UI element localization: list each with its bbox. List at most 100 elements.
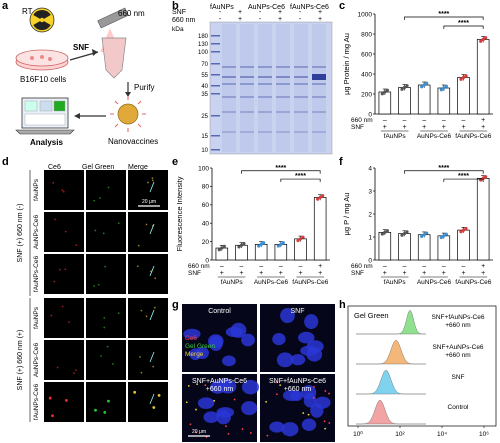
radiation-icon	[29, 7, 55, 33]
gel-band	[276, 96, 290, 98]
significance-label: ****	[275, 165, 286, 172]
gel-lane	[276, 24, 290, 152]
marker-band	[211, 63, 220, 65]
bar	[417, 234, 431, 261]
marker-band	[211, 51, 220, 53]
marker-label: 55	[201, 73, 208, 79]
snf-sign: +	[442, 270, 446, 277]
snf-sign: +	[318, 270, 322, 277]
laser-sign: –	[240, 263, 244, 270]
y-tick-label: 800	[361, 31, 372, 38]
arrow-icon	[69, 49, 99, 61]
scalebar-label: 20 μm	[192, 429, 206, 435]
micrograph-tile	[44, 170, 84, 210]
row-label: fAuNPs-Ce6	[33, 384, 40, 421]
significance-label: ****	[295, 173, 306, 180]
legend-entry: Ce6	[185, 335, 197, 342]
column-label-gel-green: Gel Green	[82, 164, 115, 171]
significance-bracket	[280, 178, 321, 183]
gel-band	[276, 66, 290, 68]
bar	[457, 77, 470, 115]
purify-label: Purify	[134, 83, 154, 92]
gel-band	[240, 66, 254, 68]
histogram-label: +660 nm	[445, 352, 470, 359]
micrograph-tile	[128, 212, 168, 252]
laser-sign: –	[279, 263, 283, 270]
row-660-label: 660 nm	[172, 17, 196, 24]
data-point	[279, 242, 283, 246]
gel-band	[312, 111, 326, 113]
marker-band	[211, 115, 220, 117]
y-axis-label: Fluorescence Intensity	[175, 176, 184, 251]
group-label: AuNPs-Ce6	[417, 279, 452, 286]
plot-title: Gel Green	[354, 311, 389, 320]
gel-band	[240, 76, 254, 78]
marker-label: 100	[198, 50, 209, 56]
micrograph-tile	[128, 254, 168, 294]
histogram-label: SNF	[452, 374, 465, 381]
data-point	[464, 74, 468, 78]
histogram-label: +660 nm	[445, 322, 470, 329]
block-label: SNF (+) 660 nm (-)	[17, 204, 24, 263]
data-point	[405, 84, 409, 88]
laser-sign: –	[462, 117, 466, 124]
snf-sign: +	[278, 9, 282, 16]
row-snf-label: SNF	[172, 9, 186, 16]
group-label: fAuNPs-Ce6	[292, 279, 329, 286]
gel-band	[276, 76, 290, 78]
gel-band	[312, 74, 326, 80]
significance-bracket	[241, 170, 321, 174]
chart-e: 0 20 40 60 80 100 Fluorescence Intensity **** **…	[175, 165, 330, 286]
gel-band	[240, 83, 254, 85]
gel-band	[312, 131, 326, 133]
snf-sign: +	[461, 124, 465, 131]
row-label: fAuNPs-Ce6	[33, 256, 40, 293]
laser-sign: –	[259, 263, 263, 270]
laser-sign: +	[481, 263, 485, 270]
data-point	[444, 84, 448, 88]
bar	[476, 39, 490, 115]
data-point	[459, 77, 463, 81]
gel-band	[276, 131, 290, 133]
significance-label: ****	[458, 20, 469, 27]
y-tick-label: 400	[361, 71, 372, 78]
nanovaccines-label: Nanovaccines	[108, 137, 158, 146]
y-tick-label: 0	[368, 257, 372, 264]
snf-label: SNF	[73, 43, 89, 52]
gel-band	[240, 111, 254, 113]
group-label: fAuNPs-Ce6	[455, 133, 492, 140]
laser-sign: -	[299, 16, 302, 23]
gel-band	[276, 83, 290, 85]
micrograph-tile	[86, 340, 126, 380]
data-point	[439, 88, 443, 92]
data-point	[442, 86, 446, 90]
gel-band	[294, 83, 308, 85]
gel-band	[258, 96, 272, 98]
cells-label: B16F10 cells	[20, 75, 66, 84]
snf-sign: +	[279, 270, 283, 277]
marker-band	[211, 35, 220, 37]
data-point	[459, 230, 463, 234]
data-point	[380, 232, 384, 236]
significance-bracket	[404, 170, 484, 174]
snf-sign: +	[481, 270, 485, 277]
y-axis-label: μg P / mg Au	[342, 193, 351, 236]
group-label: fAuNPs-Ce6	[455, 279, 492, 286]
laser-sign: –	[299, 263, 303, 270]
tile-label: SNF	[291, 308, 305, 315]
snf-sign: +	[318, 9, 322, 16]
row-label: fAuNPs	[33, 306, 40, 329]
gel-band	[222, 96, 236, 98]
data-point	[276, 244, 280, 248]
x-tick-label: 10⁴	[437, 431, 447, 438]
snf-sign: +	[259, 270, 263, 277]
data-point	[301, 235, 305, 239]
bar	[378, 232, 392, 261]
column-label-ce6: Ce6	[48, 164, 61, 171]
laser-sign: -	[219, 16, 222, 23]
y-axis-label: μg Protein / mg Au	[342, 33, 351, 95]
data-point	[481, 37, 485, 42]
data-point	[464, 226, 468, 231]
y-tick-label: 100	[198, 165, 209, 172]
marker-band	[211, 93, 220, 95]
